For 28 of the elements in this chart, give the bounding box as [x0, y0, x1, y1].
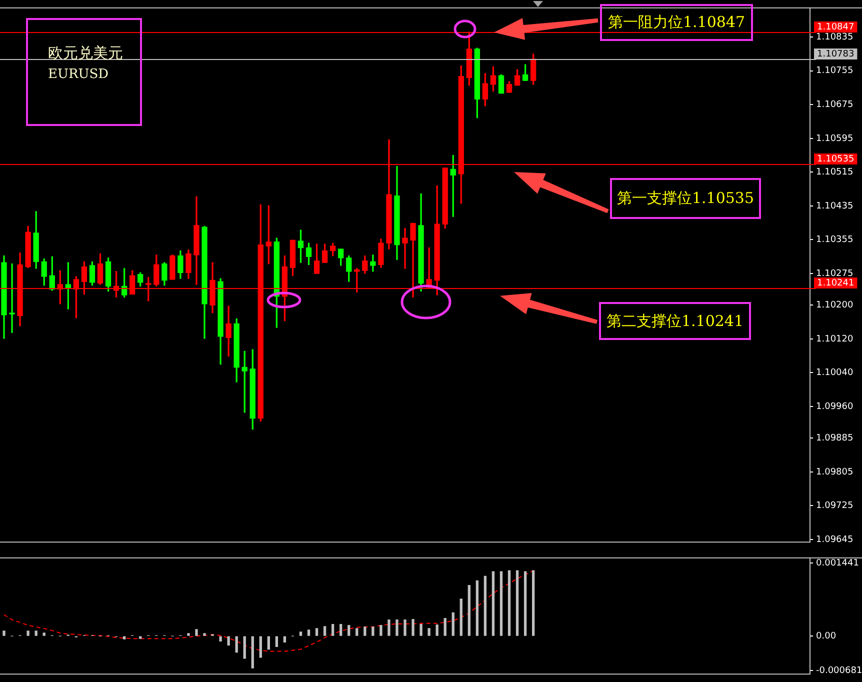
y-tick-label: 1.09805: [816, 467, 854, 478]
ref-line-label: 1.10535: [817, 154, 854, 164]
y-tick-label: 0.001441: [816, 558, 859, 568]
y-tick-label: 1.10200: [816, 300, 854, 311]
y-tick-label: 0.00: [816, 631, 836, 642]
y-tick-label: 1.10040: [816, 368, 854, 378]
ref-line-label: 1.10783: [817, 49, 854, 60]
annotation: 第一阻力位1.10847: [600, 4, 753, 41]
y-tick-label: 1.09960: [816, 402, 854, 412]
text: 欧元兑美元: [48, 44, 124, 63]
y-tick-label: 1.10595: [816, 134, 854, 144]
y-tick-label: 1.09885: [816, 434, 854, 444]
annotation: 第二支撑位1.10241: [599, 302, 751, 340]
y-tick-label: 1.09645: [816, 534, 854, 545]
y-tick-label: 1.10355: [816, 235, 854, 246]
text: EURUSD: [48, 67, 110, 82]
y-tick-label: 1.10275: [816, 268, 854, 279]
y-tick-label: 1.10435: [816, 201, 854, 212]
annotation: 第一支撑位1.10535: [610, 178, 761, 219]
y-tick-label: 1.09725: [816, 501, 854, 512]
y-tick-label: 1.10675: [816, 100, 854, 110]
y-tick-label: -0.000681: [816, 666, 862, 676]
y-tick-label: 1.10755: [816, 66, 854, 76]
ref-line-label: 1.10241: [817, 278, 854, 288]
y-tick-label: 1.10515: [816, 168, 854, 178]
y-tick-label: 1.10835: [816, 32, 854, 42]
y-tick-label: 1.10120: [816, 334, 854, 344]
ref-line-label: 1.10847: [817, 22, 854, 32]
